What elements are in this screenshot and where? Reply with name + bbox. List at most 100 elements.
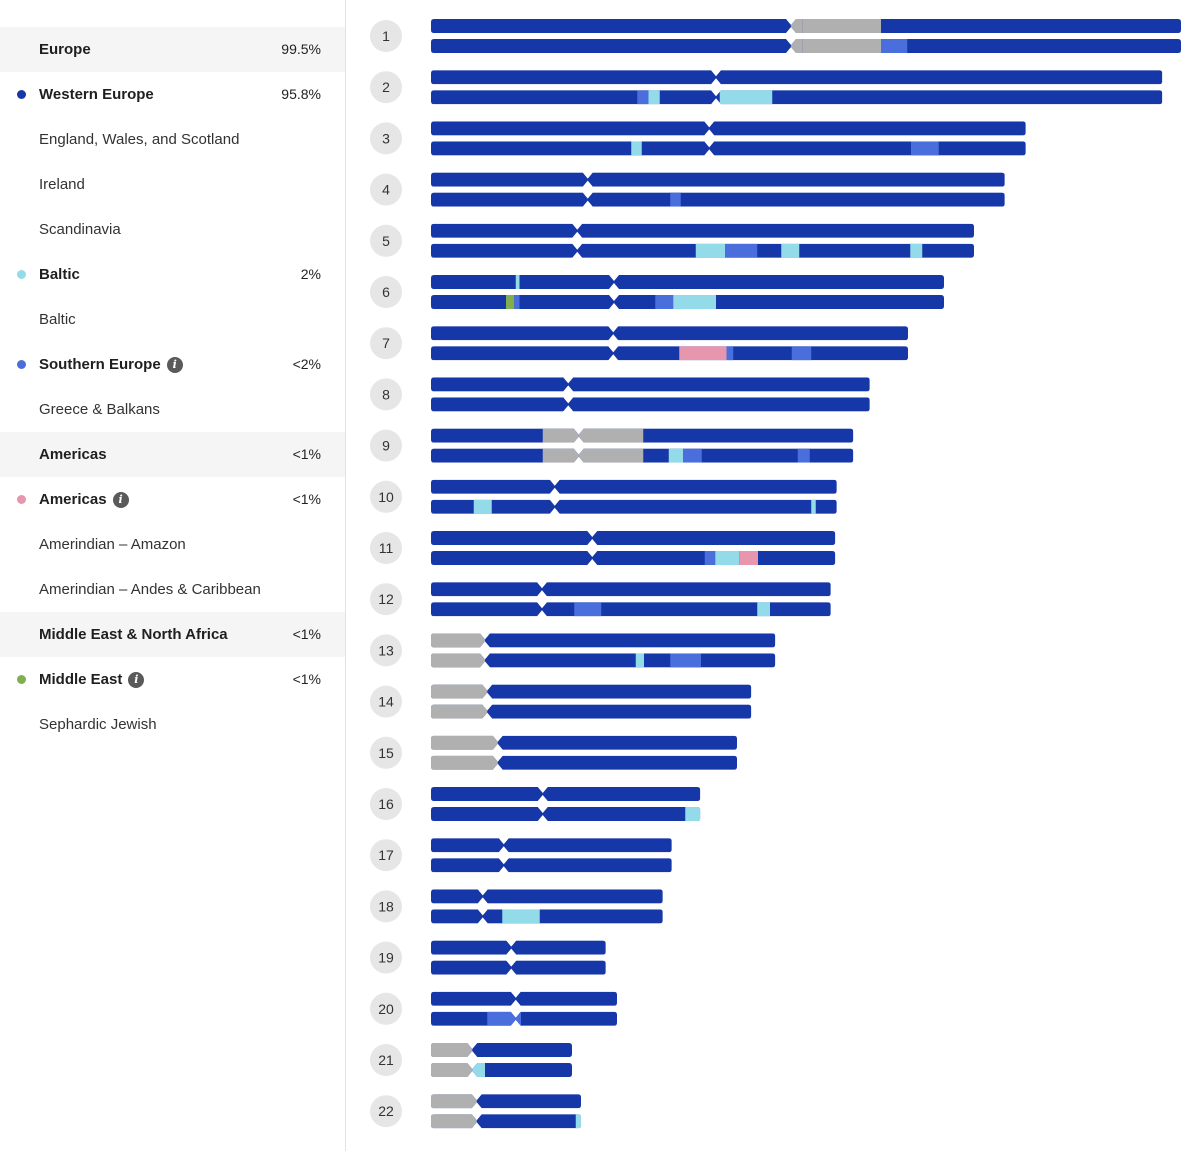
chromosome-13-copy-2[interactable] [431, 653, 776, 668]
group-row-middle-east-north-africa[interactable]: Middle East & North Africa <1% [0, 612, 345, 657]
region-row-southern-europe[interactable]: Southern Europe i <2% [0, 342, 345, 387]
chromosome-3-copy-2[interactable] [431, 141, 1026, 156]
segment-western-europe [431, 326, 908, 341]
chromosome-8-copy-2[interactable] [431, 397, 870, 412]
chromosome-6[interactable]: 6 [370, 275, 944, 309]
chromosome-7-copy-2[interactable] [431, 346, 908, 361]
chromosome-11[interactable]: 11 [370, 531, 836, 565]
chromosome-13[interactable]: 13 [370, 633, 776, 668]
chromosome-22-copy-1[interactable] [431, 1094, 581, 1109]
segment-western-europe [431, 755, 737, 770]
segment-western-europe [431, 70, 1163, 85]
chromosome-3[interactable]: 3 [370, 121, 1026, 156]
chromosome-10-copy-2[interactable] [431, 499, 837, 514]
chromosome-15[interactable]: 15 [370, 735, 737, 770]
region-row-middle-east[interactable]: Middle East i <1% [0, 657, 345, 702]
info-icon[interactable]: i [112, 491, 129, 508]
chromosome-18[interactable]: 18 [370, 889, 663, 924]
info-icon[interactable]: i [166, 356, 183, 373]
chromosome-16[interactable]: 16 [370, 787, 701, 821]
row-label: Europe [39, 27, 91, 72]
chromosome-15-copy-1[interactable] [431, 735, 737, 750]
chromosome-2-copy-2[interactable] [431, 90, 1163, 105]
chromosome-13-copy-1[interactable] [431, 633, 776, 648]
chromosome-20-copy-2[interactable] [431, 1011, 617, 1026]
segment-southern-europe [725, 243, 758, 258]
chromosome-21[interactable]: 21 [370, 1043, 572, 1077]
chromosome-4-copy-1[interactable] [431, 172, 1005, 187]
segment-southern-europe [655, 295, 674, 309]
chromosome-22[interactable]: 22 [370, 1094, 581, 1129]
chromosome-6-copy-2[interactable] [431, 295, 944, 309]
chromosome-10-copy-1[interactable] [431, 479, 837, 494]
chromosome-7[interactable]: 7 [370, 326, 908, 361]
chromosome-21-copy-2[interactable] [431, 1063, 572, 1077]
segment-western-europe [431, 1011, 617, 1026]
chromosome-12-copy-2[interactable] [431, 602, 831, 617]
chromosome-20-copy-1[interactable] [431, 991, 617, 1006]
population-row-baltic[interactable]: Baltic [0, 297, 345, 342]
chromosome-18-copy-2[interactable] [431, 909, 663, 924]
population-row-scandinavia[interactable]: Scandinavia [0, 207, 345, 252]
chromosome-16-copy-1[interactable] [431, 787, 701, 801]
chromosome-4[interactable]: 4 [370, 172, 1005, 207]
chromosome-5[interactable]: 5 [370, 223, 974, 258]
chromosome-19-copy-1[interactable] [431, 940, 606, 955]
chromosome-9-copy-2[interactable] [431, 448, 854, 463]
chromosome-7-copy-1[interactable] [431, 326, 908, 341]
chromosome-21-copy-1[interactable] [431, 1043, 572, 1057]
chromosome-10[interactable]: 10 [370, 479, 837, 514]
chromosome-1-copy-1[interactable] [431, 19, 1181, 33]
group-row-europe[interactable]: Europe 99.5% [0, 27, 345, 72]
chromosome-3-copy-1[interactable] [431, 121, 1026, 136]
segment-baltic [668, 448, 683, 463]
chromosome-20[interactable]: 20 [370, 991, 617, 1026]
chromosome-17-copy-2[interactable] [431, 858, 672, 873]
chromosome-15-copy-2[interactable] [431, 755, 737, 770]
region-row-americas[interactable]: Americas i <1% [0, 477, 345, 522]
population-row-amerindian-andes-caribbean[interactable]: Amerindian – Andes & Caribbean [0, 567, 345, 612]
chromosome-17-copy-1[interactable] [431, 838, 672, 853]
population-row-ireland[interactable]: Ireland [0, 162, 345, 207]
chromosome-6-copy-1[interactable] [431, 275, 944, 289]
population-row-england-wales-and-scotland[interactable]: England, Wales, and Scotland [0, 117, 345, 162]
chromosome-11-copy-1[interactable] [431, 531, 836, 545]
chromosome-14-copy-2[interactable] [431, 704, 752, 719]
chromosome-12[interactable]: 12 [370, 582, 831, 617]
chromosome-11-copy-2[interactable] [431, 551, 836, 565]
population-row-amerindian-amazon[interactable]: Amerindian – Amazon [0, 522, 345, 567]
chromosome-9-copy-1[interactable] [431, 428, 854, 443]
chromosome-number-label: 20 [378, 1001, 394, 1017]
chromosome-14[interactable]: 14 [370, 684, 752, 719]
region-row-baltic[interactable]: Baltic 2% [0, 252, 345, 297]
chromosome-12-copy-1[interactable] [431, 582, 831, 597]
chromosome-5-copy-2[interactable] [431, 243, 974, 258]
region-row-western-europe[interactable]: Western Europe 95.8% [0, 72, 345, 117]
chromosome-19[interactable]: 19 [370, 940, 606, 975]
chromosome-2[interactable]: 2 [370, 70, 1163, 105]
chromosome-18-copy-1[interactable] [431, 889, 663, 904]
chromosome-8-copy-1[interactable] [431, 377, 870, 392]
group-row-americas[interactable]: Americas <1% [0, 432, 345, 477]
population-row-greece-balkans[interactable]: Greece & Balkans [0, 387, 345, 432]
chromosome-17[interactable]: 17 [370, 838, 672, 873]
chromosome-9[interactable]: 9 [370, 428, 854, 463]
row-label: Middle East & North Africa [39, 612, 228, 657]
chromosome-19-copy-2[interactable] [431, 960, 606, 975]
chromosome-1[interactable]: 1 [370, 19, 1181, 53]
chromosome-14-copy-1[interactable] [431, 684, 752, 699]
chromosome-5-copy-1[interactable] [431, 223, 974, 238]
chromosome-16-copy-2[interactable] [431, 807, 701, 821]
row-label: Amerindian – Andes & Caribbean [39, 567, 261, 612]
chromosome-2-copy-1[interactable] [431, 70, 1163, 85]
info-icon[interactable]: i [128, 671, 145, 688]
row-label-text: Baltic [39, 311, 76, 328]
chromosome-1-copy-2[interactable] [431, 39, 1181, 53]
chromosome-22-copy-2[interactable] [431, 1114, 581, 1129]
chromosome-8[interactable]: 8 [370, 377, 870, 412]
segment-americas [739, 551, 758, 565]
segment-western-europe [431, 684, 752, 699]
population-row-sephardic-jewish[interactable]: Sephardic Jewish [0, 702, 345, 747]
chromosome-4-copy-2[interactable] [431, 192, 1005, 207]
